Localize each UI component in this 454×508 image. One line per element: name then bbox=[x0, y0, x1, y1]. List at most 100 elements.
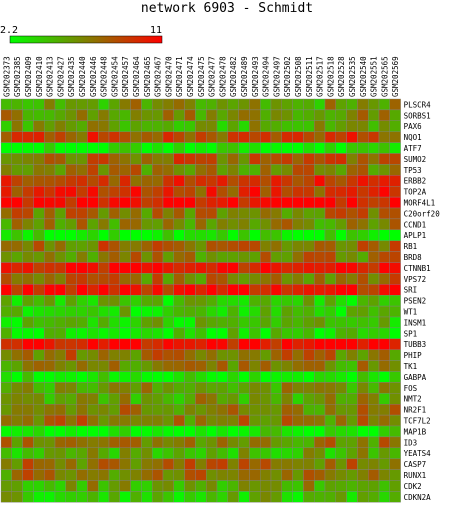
heatmap-cell bbox=[216, 382, 229, 394]
heatmap-cell bbox=[357, 251, 369, 263]
heatmap-cell bbox=[270, 371, 283, 383]
heatmap-cell bbox=[227, 131, 239, 143]
heatmap-cell bbox=[249, 207, 261, 220]
heatmap-cell bbox=[0, 360, 13, 372]
heatmap-cell bbox=[87, 436, 99, 448]
heatmap-cell bbox=[303, 229, 315, 241]
heatmap-cell bbox=[108, 447, 121, 459]
heatmap-cell bbox=[270, 153, 283, 165]
heatmap-cell bbox=[389, 218, 401, 230]
heatmap-cell bbox=[173, 175, 185, 187]
heatmap-cell bbox=[378, 447, 391, 459]
heatmap-cell bbox=[292, 218, 304, 230]
heatmap-cell bbox=[249, 327, 261, 339]
heatmap-cell bbox=[368, 414, 380, 427]
heatmap-cell bbox=[173, 491, 185, 503]
heatmap-cell bbox=[0, 142, 13, 154]
row-label: CCND1 bbox=[404, 220, 427, 229]
heatmap-cell bbox=[76, 458, 88, 470]
heatmap-cell bbox=[65, 404, 77, 416]
column-label: GSM202385 bbox=[13, 56, 22, 97]
heatmap-cell bbox=[141, 131, 153, 143]
heatmap-cell bbox=[303, 404, 315, 416]
heatmap-cell bbox=[335, 185, 347, 198]
heatmap-cell bbox=[22, 480, 34, 492]
heatmap-cell bbox=[303, 425, 315, 438]
heatmap-cell bbox=[303, 436, 315, 448]
heatmap-cell bbox=[184, 142, 196, 154]
heatmap-cell bbox=[346, 207, 358, 220]
heatmap-cell bbox=[119, 327, 131, 339]
heatmap-cell bbox=[0, 447, 13, 459]
heatmap-cell bbox=[33, 251, 45, 263]
heatmap-cell bbox=[281, 251, 293, 263]
heatmap-cell bbox=[65, 371, 77, 383]
heatmap-cell bbox=[216, 491, 229, 503]
heatmap-cell bbox=[162, 404, 175, 416]
heatmap-cell bbox=[270, 185, 283, 198]
heatmap-cell bbox=[173, 305, 185, 318]
heatmap-cell bbox=[162, 371, 175, 383]
heatmap-cell bbox=[281, 273, 293, 285]
heatmap-cell bbox=[108, 175, 121, 187]
heatmap-cell bbox=[292, 229, 304, 241]
heatmap-cell bbox=[76, 447, 88, 459]
heatmap-cell bbox=[11, 469, 23, 481]
heatmap-cell bbox=[184, 262, 196, 274]
heatmap-cell bbox=[33, 284, 45, 296]
heatmap-cell bbox=[33, 338, 45, 350]
heatmap-cell bbox=[97, 273, 110, 285]
heatmap-cell bbox=[205, 164, 218, 176]
heatmap-cell bbox=[173, 273, 185, 285]
heatmap-cell bbox=[65, 229, 77, 241]
heatmap-cell bbox=[0, 251, 13, 263]
heatmap-cell bbox=[33, 240, 45, 252]
heatmap-cell bbox=[76, 425, 88, 438]
heatmap-cell bbox=[173, 404, 185, 416]
heatmap-cell bbox=[0, 327, 13, 339]
heatmap-cell bbox=[357, 185, 369, 198]
heatmap-cell bbox=[44, 436, 56, 448]
heatmap-cell bbox=[141, 262, 153, 274]
heatmap-cell bbox=[0, 338, 13, 350]
heatmap-cell bbox=[281, 371, 293, 383]
heatmap-cell bbox=[389, 393, 401, 405]
heatmap-cell bbox=[162, 447, 175, 459]
heatmap-cell bbox=[108, 349, 121, 361]
heatmap-cell bbox=[216, 109, 229, 122]
heatmap-cell bbox=[141, 491, 153, 503]
heatmap-cell bbox=[162, 425, 175, 438]
heatmap-cell bbox=[87, 109, 99, 122]
heatmap-cell bbox=[216, 251, 229, 263]
heatmap-cell bbox=[97, 109, 110, 122]
heatmap-cell bbox=[65, 218, 77, 230]
heatmap-cell bbox=[292, 404, 304, 416]
heatmap-cell bbox=[314, 98, 326, 111]
heatmap-cell bbox=[97, 251, 110, 263]
heatmap-cell bbox=[97, 480, 110, 492]
row-label: SRI bbox=[404, 286, 418, 295]
heatmap-cell bbox=[389, 185, 401, 198]
heatmap-cell bbox=[357, 382, 369, 394]
heatmap-cell bbox=[54, 120, 67, 132]
heatmap-cell bbox=[324, 175, 337, 187]
heatmap-cell bbox=[205, 251, 218, 263]
heatmap-cell bbox=[141, 349, 153, 361]
heatmap-cell bbox=[205, 491, 218, 503]
heatmap-cell bbox=[76, 414, 88, 427]
heatmap-cell bbox=[11, 207, 23, 220]
heatmap-cell bbox=[346, 131, 358, 143]
heatmap-cell bbox=[108, 371, 121, 383]
heatmap-cell bbox=[11, 164, 23, 176]
heatmap-cell bbox=[227, 469, 239, 481]
heatmap-cell bbox=[378, 436, 391, 448]
heatmap-cell bbox=[108, 404, 121, 416]
heatmap-cell bbox=[162, 393, 175, 405]
heatmap-cell bbox=[238, 393, 250, 405]
heatmap-cell bbox=[324, 425, 337, 438]
column-label: GSM202502 bbox=[283, 56, 292, 97]
color-scale-bar bbox=[9, 35, 163, 44]
heatmap-cell bbox=[205, 338, 218, 350]
heatmap-cell bbox=[33, 305, 45, 318]
heatmap-cell bbox=[33, 491, 45, 503]
